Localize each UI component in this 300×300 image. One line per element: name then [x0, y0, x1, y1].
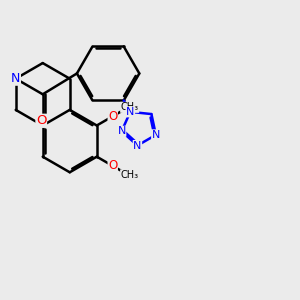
Text: CH₃: CH₃ [121, 170, 139, 180]
Text: O: O [36, 114, 46, 127]
Text: N: N [126, 107, 134, 117]
Text: O: O [108, 159, 117, 172]
Text: CH₃: CH₃ [121, 102, 139, 112]
Text: N: N [133, 140, 142, 151]
Text: N: N [11, 72, 20, 85]
Text: O: O [108, 110, 117, 123]
Text: N: N [117, 126, 126, 136]
Text: N: N [152, 130, 160, 140]
